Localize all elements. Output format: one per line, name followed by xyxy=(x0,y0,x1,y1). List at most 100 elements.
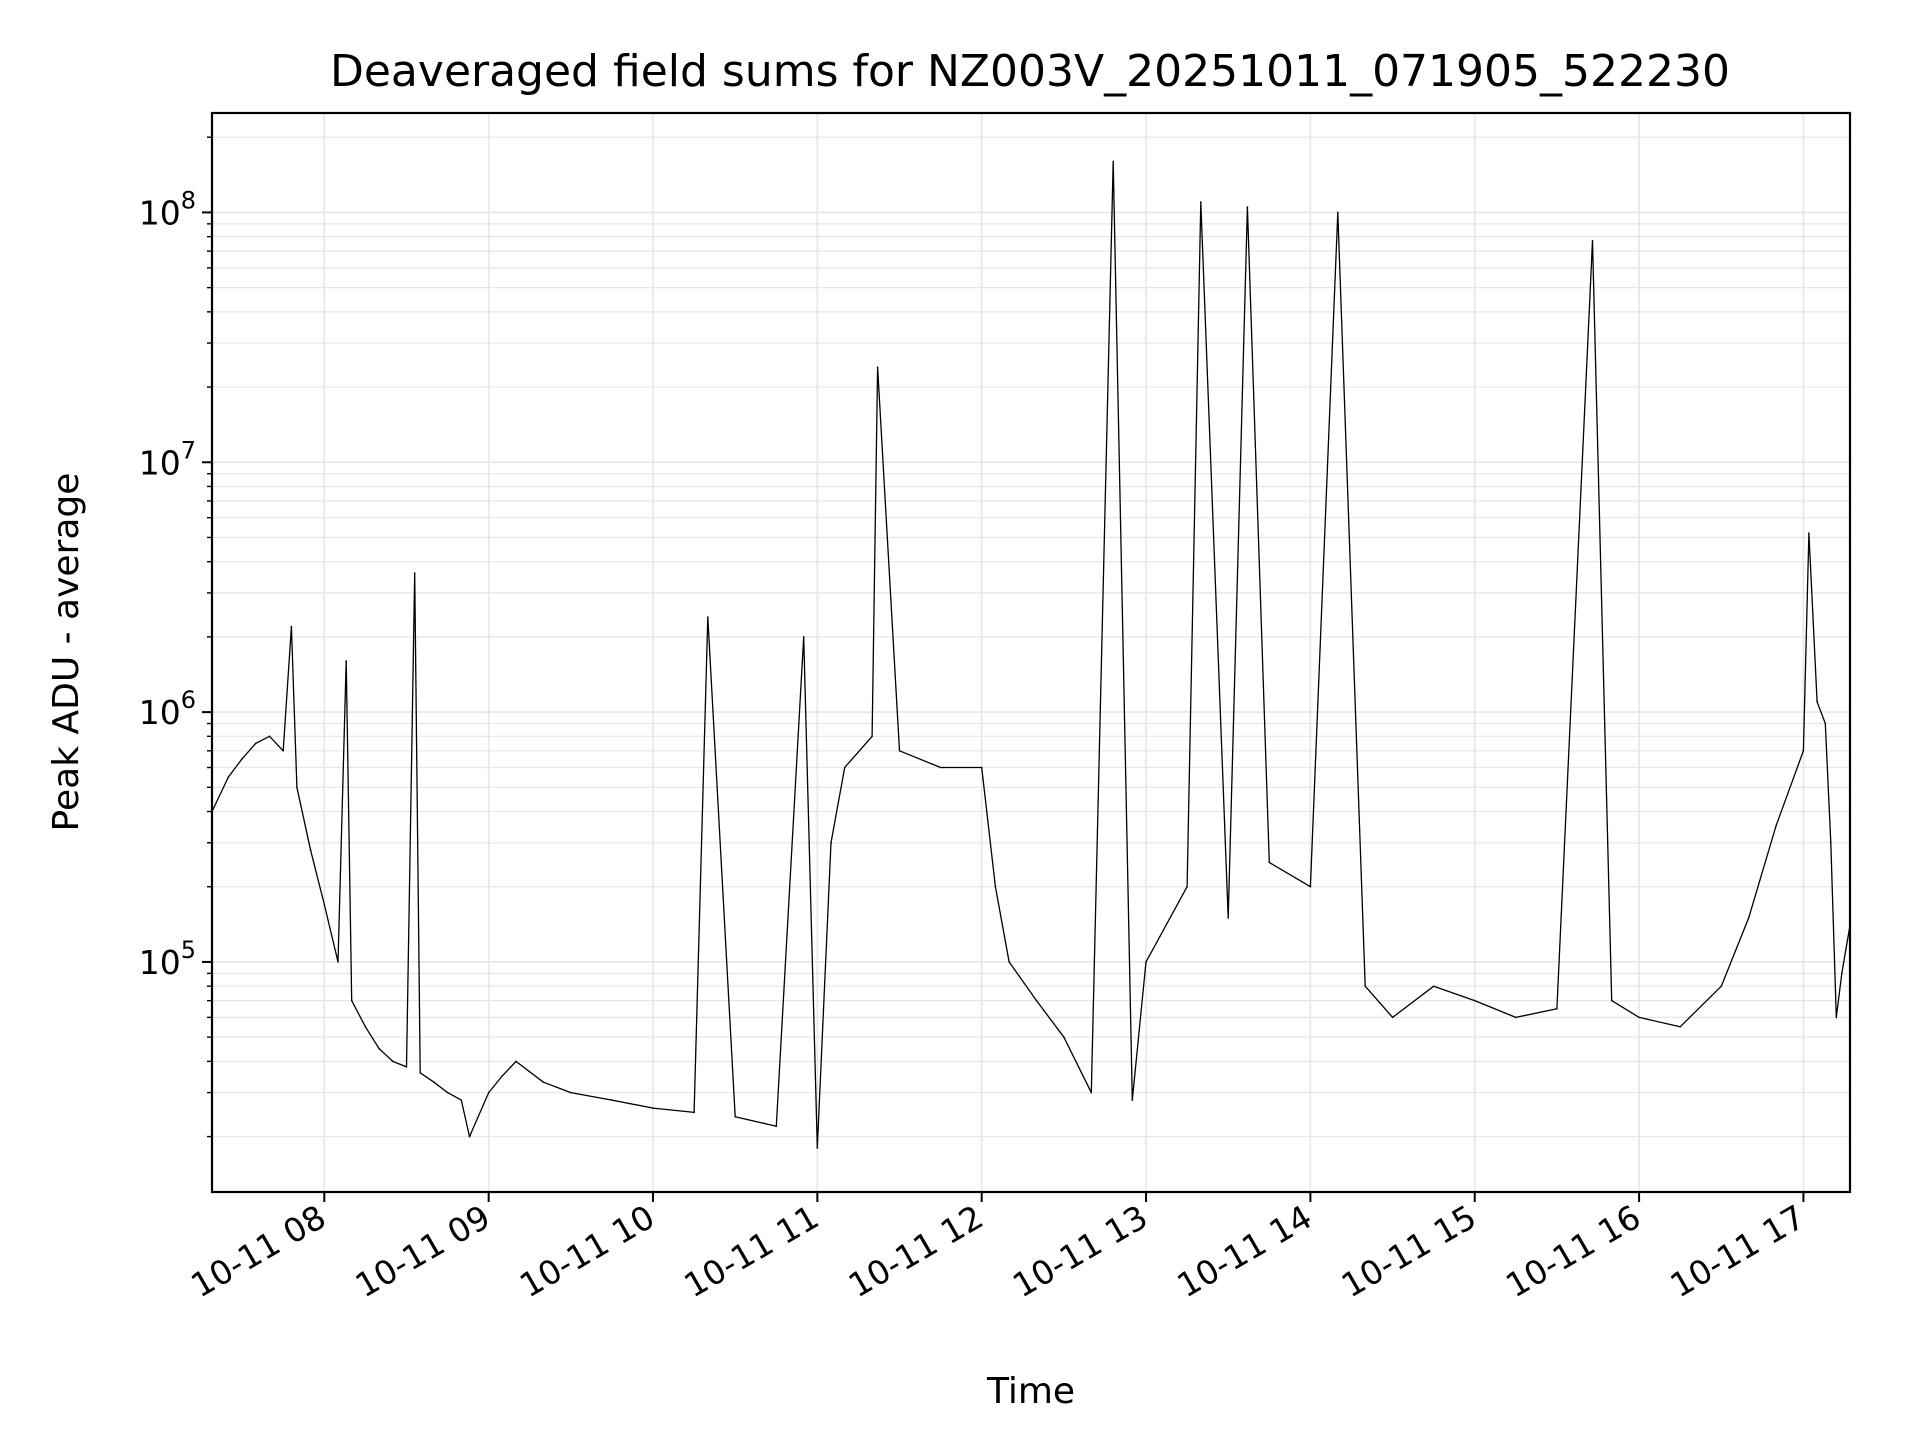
data-point xyxy=(542,1081,545,1083)
data-point xyxy=(1816,701,1818,703)
data-point xyxy=(939,766,942,769)
data-point xyxy=(1432,985,1435,987)
data-point xyxy=(611,1099,613,1101)
data-point xyxy=(446,1091,449,1094)
data-point xyxy=(876,366,879,369)
x-tick-label: 10-11 17 xyxy=(1663,1197,1811,1305)
data-point xyxy=(1747,917,1750,919)
data-point xyxy=(1145,961,1147,963)
data-point xyxy=(1131,1099,1134,1101)
data-point xyxy=(1841,972,1843,975)
y-axis-label: Peak ADU - average xyxy=(46,473,87,832)
data-point xyxy=(802,636,805,638)
data-point xyxy=(1186,885,1188,888)
data-point xyxy=(1227,917,1229,919)
data-point xyxy=(693,1111,695,1114)
x-tick-label: 10-11 13 xyxy=(1006,1197,1154,1305)
data-point xyxy=(994,885,997,888)
data-point xyxy=(734,1116,736,1118)
x-tick-label: 10-11 08 xyxy=(184,1197,332,1305)
data-point xyxy=(350,999,353,1002)
data-point xyxy=(1835,1016,1838,1019)
chart-title: Deaveraged field sums for NZ003V_2025101… xyxy=(330,46,1730,97)
data-point xyxy=(1035,999,1038,1002)
x-tick-label: 10-11 14 xyxy=(1170,1197,1318,1305)
data-point xyxy=(843,766,846,769)
y-tick-label: 105 xyxy=(139,936,196,982)
y-tick-label: 107 xyxy=(139,436,196,482)
x-axis: 10-11 08 10-11 09 10-11 10 10-11 11 10-11 12… xyxy=(184,1192,1811,1305)
data-point xyxy=(1802,750,1805,752)
data-point xyxy=(468,1135,471,1138)
data-point xyxy=(405,1066,408,1068)
x-tick-label: 10-11 12 xyxy=(842,1197,990,1305)
data-point xyxy=(460,1099,463,1101)
data-point xyxy=(1063,1036,1065,1038)
data-point xyxy=(255,742,257,745)
data-point xyxy=(501,1075,504,1077)
data-point xyxy=(1337,211,1339,214)
data-point xyxy=(309,849,312,851)
data-point xyxy=(570,1091,572,1094)
data-point xyxy=(1090,1091,1093,1094)
data-point xyxy=(296,786,298,789)
x-tick-label: 10-11 09 xyxy=(349,1197,497,1305)
data-layer xyxy=(211,160,1851,1149)
data-point xyxy=(775,1125,778,1127)
data-point xyxy=(1808,532,1810,534)
data-point xyxy=(652,1107,654,1109)
data-point xyxy=(323,903,326,906)
series-line-0 xyxy=(211,160,1851,1149)
data-point xyxy=(364,1026,367,1028)
data-point xyxy=(1364,985,1366,987)
data-point xyxy=(433,1081,435,1083)
data-point xyxy=(1112,160,1114,163)
data-point xyxy=(268,735,271,738)
data-point xyxy=(487,1091,490,1094)
data-point xyxy=(830,841,832,844)
data-point xyxy=(1309,885,1312,888)
x-tick-label: 10-11 11 xyxy=(677,1197,825,1305)
data-point xyxy=(1679,1026,1681,1028)
data-point xyxy=(1268,861,1271,864)
data-point xyxy=(337,961,339,963)
data-point xyxy=(290,625,293,628)
data-point xyxy=(707,616,709,618)
data-point xyxy=(1200,201,1202,203)
data-point xyxy=(816,1147,819,1149)
data-point xyxy=(871,735,873,738)
data-point xyxy=(1008,961,1010,963)
data-point xyxy=(282,750,285,752)
data-point xyxy=(1720,985,1723,987)
data-point xyxy=(345,660,348,662)
data-point xyxy=(378,1047,380,1050)
grid xyxy=(212,113,1850,1192)
plot-frame xyxy=(210,111,1852,1194)
y-tick-label: 106 xyxy=(139,686,196,732)
data-point xyxy=(1638,1016,1640,1019)
data-point xyxy=(1824,722,1827,725)
data-point xyxy=(1830,841,1832,844)
y-axis: 105 106 107 108 xyxy=(139,136,212,1138)
data-point xyxy=(1556,1007,1558,1010)
x-tick-label: 10-11 16 xyxy=(1499,1197,1647,1305)
data-point xyxy=(227,776,230,778)
data-point xyxy=(898,750,901,752)
data-point xyxy=(1775,825,1777,827)
data-point xyxy=(1591,240,1594,242)
data-point xyxy=(241,758,243,760)
data-point xyxy=(1391,1016,1394,1019)
data-point xyxy=(1515,1016,1517,1019)
x-axis-label: Time xyxy=(986,1371,1075,1412)
data-point xyxy=(413,572,416,574)
data-point xyxy=(1473,999,1476,1002)
data-point xyxy=(1610,999,1613,1002)
data-point xyxy=(515,1060,517,1063)
data-point xyxy=(1246,206,1249,208)
data-point xyxy=(419,1072,422,1074)
data-point xyxy=(980,766,983,769)
x-tick-label: 10-11 10 xyxy=(513,1197,661,1305)
data-point xyxy=(392,1060,394,1063)
y-tick-label: 108 xyxy=(139,186,196,232)
